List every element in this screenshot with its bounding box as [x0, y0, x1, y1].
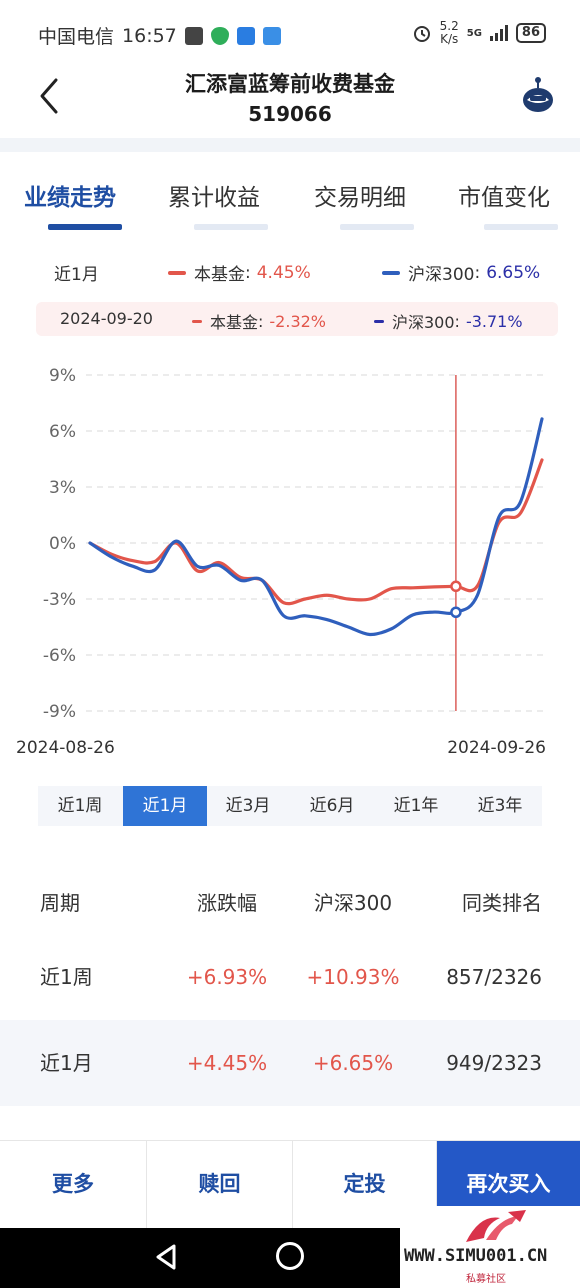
upload-notification-icon — [184, 26, 203, 45]
net-speed: 5.2 K/s — [439, 19, 459, 46]
period-selector: 近1周 近1月 近3月 近6月 近1年 近3年 — [38, 786, 542, 826]
y-tick-label: 3% — [49, 478, 76, 498]
more-button[interactable]: 更多 — [52, 1172, 94, 1196]
table-row: 近1周 +6.93% +10.93% 857/2326 — [0, 934, 580, 1020]
alarm-icon — [413, 26, 430, 42]
cursor-fund: 本基金: -2.32% — [192, 309, 326, 333]
cursor-info-bar: 2024-09-20 本基金: -2.32% 沪深300: -3.71% — [36, 302, 558, 336]
watermark: WWW.SIMU001.CN 私募社区 — [400, 1206, 580, 1288]
tab-indicator — [194, 224, 268, 230]
tab-indicator — [340, 224, 414, 230]
signal-label: 5G — [466, 27, 482, 39]
cursor-point-index — [450, 606, 462, 619]
header-period: 周期 — [40, 891, 80, 915]
period-6m-button[interactable]: 近6月 — [309, 796, 355, 816]
tab-transactions[interactable]: 交易明细 — [314, 185, 406, 211]
tab-indicator-active — [48, 224, 122, 230]
nav-back-icon[interactable] — [152, 1242, 182, 1272]
legend-fund-value: 4.45% — [256, 262, 311, 283]
chart-legend: 近1月 本基金: 4.45% 沪深300: 6.65% — [0, 256, 580, 286]
fund-swatch — [168, 270, 186, 275]
clock: 16:57 — [122, 24, 177, 47]
period-3m-button[interactable]: 近3月 — [225, 796, 271, 816]
signal-icon — [489, 25, 508, 41]
divider-band — [0, 138, 580, 152]
legend-period: 近1月 — [54, 265, 99, 285]
row-rank: 949/2323 — [446, 1051, 542, 1075]
status-right: 5.2 K/s 5G 86 — [412, 20, 546, 46]
app-notification-icon — [236, 26, 255, 45]
index-series-line — [88, 417, 544, 637]
legend-fund: 本基金: 4.45% — [168, 260, 311, 285]
cursor-fund-value: -2.32% — [269, 311, 327, 331]
tab-cumulative-return[interactable]: 累计收益 — [168, 185, 260, 211]
y-tick-label: 6% — [49, 422, 76, 442]
y-tick-label: -6% — [43, 646, 76, 666]
tab-indicator — [484, 224, 558, 230]
browser-notification-icon — [262, 26, 281, 45]
cursor-index: 沪深300: -3.71% — [374, 309, 523, 333]
cursor-point-fund — [450, 580, 462, 593]
row-index-change: +10.93% — [306, 965, 400, 989]
header-index: 沪深300 — [313, 891, 393, 915]
row-index-change: +6.65% — [312, 1051, 394, 1075]
table-header-row: 周期 涨跌幅 沪深300 同类排名 — [0, 860, 580, 946]
period-1w-button[interactable]: 近1周 — [57, 796, 103, 816]
row-change: +4.45% — [186, 1051, 268, 1075]
robot-assistant-icon[interactable] — [520, 76, 556, 116]
legend-index-value: 6.65% — [486, 262, 541, 283]
cursor-date: 2024-09-20 — [60, 309, 153, 328]
y-tick-label: -3% — [43, 590, 76, 610]
fund-code: 519066 — [248, 102, 332, 126]
performance-chart[interactable]: 9% 6% 3% 0% -3% -6% -9% 2024-08-26 2024-09-26 — [0, 355, 580, 765]
legend-index: 沪深300: 6.65% — [382, 260, 540, 285]
battery-indicator: 86 — [515, 23, 546, 43]
status-left: 中国电信 16:57 — [38, 22, 281, 49]
index-swatch — [374, 319, 384, 323]
x-tick-label-start: 2024-08-26 — [16, 738, 115, 758]
shield-notification-icon — [210, 26, 229, 45]
tab-market-value[interactable]: 市值变化 — [458, 185, 550, 211]
y-tick-label: 0% — [49, 534, 76, 554]
y-tick-label: -9% — [43, 702, 76, 722]
header-change: 涨跌幅 — [197, 891, 257, 915]
period-1m-button[interactable]: 近1月 — [123, 786, 207, 826]
redeem-button[interactable]: 赎回 — [146, 1141, 292, 1229]
x-tick-label-end: 2024-09-26 — [447, 738, 546, 758]
tab-performance[interactable]: 业绩走势 — [24, 185, 116, 211]
nav-home-icon[interactable] — [276, 1242, 304, 1270]
cursor-index-value: -3.71% — [465, 311, 523, 331]
tab-bar: 业绩走势 累计收益 交易明细 市值变化 — [0, 170, 580, 234]
y-tick-label: 9% — [49, 366, 76, 386]
row-rank: 857/2326 — [446, 965, 542, 989]
fund-series-line — [88, 458, 544, 606]
watermark-text: WWW.SIMU001.CN — [404, 1246, 548, 1266]
fund-swatch — [192, 319, 202, 323]
fund-title: 汇添富蓝筹前收费基金 — [185, 72, 395, 96]
back-arrow-icon[interactable] — [30, 74, 70, 118]
period-1y-button[interactable]: 近1年 — [393, 796, 439, 816]
watermark-logo-icon — [466, 1210, 526, 1242]
row-change: +6.93% — [186, 965, 268, 989]
header-rank: 同类排名 — [462, 891, 542, 915]
row-period: 近1月 — [40, 1051, 93, 1075]
header: 汇添富蓝筹前收费基金 519066 — [0, 60, 580, 138]
table-row: 近1月 +4.45% +6.65% 949/2323 — [0, 1020, 580, 1106]
auto-invest-button[interactable]: 定投 — [292, 1141, 436, 1229]
index-swatch — [382, 270, 400, 275]
status-bar: 中国电信 16:57 5.2 K/s 5G 86 — [0, 0, 580, 68]
period-3y-button[interactable]: 近3年 — [477, 796, 523, 816]
row-period: 近1周 — [40, 965, 93, 989]
carrier: 中国电信 — [38, 26, 115, 48]
watermark-subtext: 私募社区 — [466, 1274, 506, 1285]
